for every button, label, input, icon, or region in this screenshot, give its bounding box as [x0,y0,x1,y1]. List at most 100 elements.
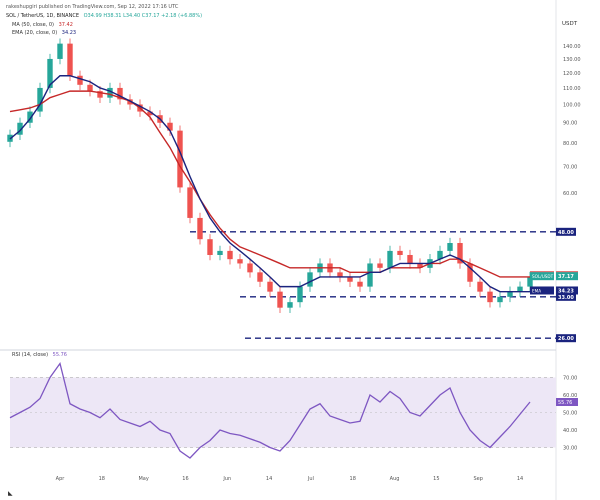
candle-up [17,122,23,135]
support-level-line-a-label: 33.00 [558,295,574,301]
symbol-name: SOL / TetherUS, 1D, BINANCE [6,13,79,19]
candle-down [397,250,403,255]
rsi-legend-label: RSI (14, close) [12,352,49,358]
rsi-y-tick-label: 30.00 [563,446,577,452]
ema-price-badge [530,286,554,295]
x-tick-label: Jun [222,476,231,482]
y-tick-label: 60.00 [563,191,577,197]
ma50-line [9,90,530,278]
tradingview-logo[interactable]: ◣ [8,490,13,497]
candle-up [297,286,303,303]
candle-down [87,84,93,92]
candle-down [467,263,473,282]
candle-up [517,286,523,292]
x-tick-label: 18 [350,476,356,482]
rsi-y-tick-label: 60.00 [563,393,577,399]
candle-down [197,217,203,240]
support-level-line-b-tag [556,334,576,343]
last-price-badge-text: SOL/USDT [532,274,554,279]
ma-legend-label: MA (50, close, 0) [12,22,55,28]
rsi-value-tag [556,398,578,406]
ema-legend-value: 34.23 [61,30,77,36]
candle-down [477,281,483,292]
resistance-level-line-label: 48.00 [558,230,574,236]
candle-up [57,43,63,59]
ema-legend-label: EMA (20, close, 0) [12,30,58,36]
candle-down [277,291,283,308]
candle-down [177,130,183,188]
level-lines: 48.00 33.00 26.00 [190,227,576,343]
candle-up [47,58,53,88]
candle-up [107,87,113,98]
rsi-layer: 55.76 [9,361,578,459]
candles [7,38,533,313]
candle-down [487,291,493,303]
support-level-line-a-tag [556,292,576,301]
rsi-line [9,361,531,459]
ema-price-value-label: 34.23 [558,288,574,294]
candle-down [207,239,213,255]
rsi-value-label: 55.76 [558,400,572,406]
rsi-y-tick-label: 50.00 [563,411,577,417]
candle-down [127,99,133,105]
candle-down [407,254,413,264]
rsi-legend[interactable]: RSI (14, close) 55.76 [12,352,67,358]
y-tick-label: 90.00 [563,121,577,127]
x-axis-ticks: Apr 18 May 16 Jun 14 Jul 18 Aug 15 Sep 14 [56,476,524,482]
candle-down [347,276,353,282]
x-tick-label: 14 [517,476,523,482]
ema20-line [9,75,530,293]
x-tick-label: Aug [390,476,400,482]
candle-down [247,263,253,273]
candle-down [167,122,173,131]
currency-label: USDT [562,21,578,27]
candle-down [117,87,123,100]
ma-legend-value: 37.42 [58,22,73,28]
ma-legend[interactable]: MA (50, close, 0) 37.42 [12,22,73,28]
symbol-line: SOL / TetherUS, 1D, BINANCE O34.99 H38.3… [6,13,202,19]
candle-up [217,250,223,255]
rsi-y-tick-label: 40.00 [563,428,577,434]
candle-down [257,272,263,282]
candle-down [357,281,363,287]
candle-up [37,87,43,112]
x-tick-label: Apr [56,476,66,482]
y-tick-label: 80.00 [563,141,577,147]
candle-down [457,243,463,264]
y-tick-label: 100.00 [563,102,581,108]
candle-down [267,281,273,292]
x-tick-label: 16 [182,476,188,482]
last-price-value-tag [556,272,578,281]
candle-up [497,296,503,303]
candle-down [377,263,383,268]
y-tick-label: 110.00 [563,86,581,92]
candle-down [67,43,73,76]
publisher-line: rakeshupgiri published on TradingView.co… [6,4,179,10]
y-tick-label: 70.00 [563,164,577,170]
candle-up [447,243,453,251]
resistance-level-line-tag [556,227,576,236]
candle-down [237,259,243,264]
x-tick-label: Sep [473,476,482,482]
candle-up [307,272,313,287]
x-tick-label: May [138,476,148,482]
rsi-y-tick-label: 70.00 [563,376,577,382]
candle-down [227,250,233,260]
x-tick-label: 18 [99,476,105,482]
ema-price-value-tag [556,286,578,295]
y-tick-label: 140.00 [563,44,581,50]
ema-legend[interactable]: EMA (20, close, 0) 34.23 [12,30,76,36]
last-price-badge [530,272,554,281]
x-tick-label: Jul [307,476,314,482]
candle-down [337,272,343,277]
candle-up [387,250,393,268]
ohlc-values: O34.99 H38.31 L34.40 C37.17 +2.18 (+6.88… [83,13,203,19]
ma-layer [9,90,530,278]
candle-up [527,276,533,287]
rsi-legend-value: 55.76 [52,352,67,358]
candle-down [187,187,193,218]
candle-up [27,111,33,123]
candle-down [417,263,423,268]
